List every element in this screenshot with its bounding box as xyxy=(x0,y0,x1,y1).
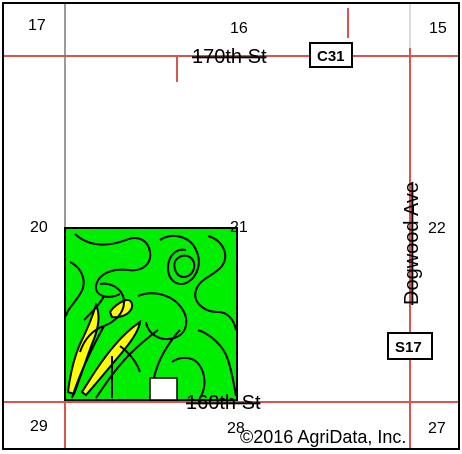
section-16-label: 16 xyxy=(230,20,248,37)
soil-line-7 xyxy=(79,282,126,353)
road-dogwood-ave-label: Dogwood Ave xyxy=(401,182,423,305)
road-160th-st-label: 160th St xyxy=(186,392,261,414)
shield-c31-text: C31 xyxy=(317,48,345,65)
soil-boundaries xyxy=(65,233,237,399)
section-17-label: 17 xyxy=(28,17,46,34)
soil-line-15 xyxy=(83,295,105,321)
section-27-label: 27 xyxy=(428,420,446,437)
soil-line-12 xyxy=(197,329,237,397)
field-parcel[interactable] xyxy=(64,227,238,401)
section-20-label: 20 xyxy=(30,219,48,236)
soil-line-11 xyxy=(171,356,206,399)
section-28-label: 28 xyxy=(227,420,245,437)
soil-line-4 xyxy=(173,254,196,278)
shield-s17-text: S17 xyxy=(395,339,422,356)
section-15-label: 15 xyxy=(429,20,447,37)
section-labels: 17 16 15 20 21 22 29 28 27 xyxy=(20,11,454,437)
soil-line-8 xyxy=(71,325,105,399)
shield-s17: S17 xyxy=(387,332,433,360)
soil-line-5 xyxy=(194,235,237,331)
section-21-label: 21 xyxy=(230,219,248,236)
soil-line-2 xyxy=(65,261,85,317)
homestead-building xyxy=(149,377,178,401)
copyright-text: ©2016 AgriData, Inc. xyxy=(240,427,406,447)
section-22-label: 22 xyxy=(428,220,446,237)
soil-line-1 xyxy=(74,233,152,298)
shield-c31: C31 xyxy=(309,42,353,68)
section-29-label: 29 xyxy=(30,418,48,435)
soil-line-14 xyxy=(119,345,141,373)
road-170th-st-label: 170th St xyxy=(192,46,267,68)
soil-yellow-area-3 xyxy=(108,298,134,319)
soil-line-6 xyxy=(137,292,188,340)
soil-line-3 xyxy=(159,234,200,286)
